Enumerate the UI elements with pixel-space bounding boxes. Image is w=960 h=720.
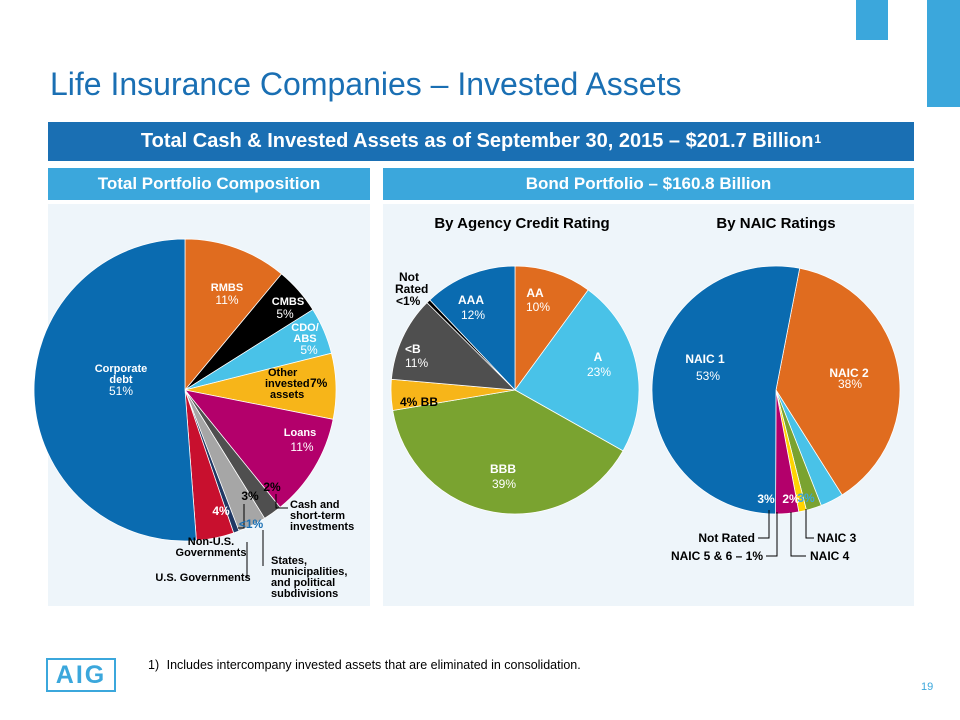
pie2-label-aa: AA (526, 286, 544, 300)
pie2-value-bbb: 39% (492, 477, 516, 491)
pie3-label-n3: NAIC 3 (817, 531, 857, 545)
pie3-label-n56: NAIC 5 & 6 – 1% (671, 549, 763, 563)
right-section-header: Bond Portfolio – $160.8 Billion (383, 168, 914, 200)
total-assets-banner: Total Cash & Invested Assets as of Septe… (48, 122, 914, 161)
pie1-slice-loans (184, 389, 334, 508)
page-title: Life Insurance Companies – Invested Asse… (50, 66, 682, 102)
pie1-label-cash-1: Cash and (290, 499, 340, 511)
pie2-value-aaa: 12% (461, 308, 485, 322)
aig-logo: AIG (46, 658, 116, 692)
pie3-value-n3: 3% (797, 491, 815, 505)
footnote: 1) Includes intercompany invested assets… (148, 658, 581, 672)
pie3-value-n4: 2% (782, 492, 800, 506)
pie3-value-n2: 38% (838, 377, 862, 391)
corner-accent-small (856, 0, 888, 40)
pie2-label-aaa: AAA (458, 293, 484, 307)
pie1-value-nonus: <1% (239, 517, 264, 531)
pie2-value-aa: 10% (526, 300, 550, 314)
pie2-value-nr: <1% (396, 294, 421, 308)
pie3-leader-lines (758, 509, 814, 557)
left-section-header: Total Portfolio Composition (48, 168, 370, 200)
pie1-label-cdo-1: CDO/ (291, 322, 319, 334)
pie1-slice-corporate-debt (33, 238, 197, 542)
pie1-label-loans: Loans (284, 427, 316, 439)
pie3-slice-naic-2 (775, 267, 901, 496)
pie1-label-corp-2: debt (109, 374, 133, 386)
footnote-marker: 1) (148, 658, 160, 672)
banner-footnote-marker: 1 (814, 131, 822, 146)
pie1-label-cash-3: investments (290, 521, 354, 533)
pie2-label-a: A (594, 350, 603, 364)
pie1-value-states: 3% (241, 489, 259, 503)
pie1-slice-rmbs (184, 238, 283, 392)
pie2-slice-a (514, 289, 640, 452)
pie2-slice-aaa (429, 265, 516, 391)
corner-accent-tall (927, 0, 960, 107)
page-number: 19 (921, 681, 934, 693)
pie1-value-cdo: 5% (300, 343, 318, 357)
pie1-value-rmbs: 11% (215, 293, 238, 307)
naic-rating-pie (651, 265, 901, 515)
pie3-title: By NAIC Ratings (716, 215, 835, 232)
pie2-slice-aa (514, 265, 589, 392)
pie2-slice-bbb (392, 389, 624, 515)
pie1-label-states-3: and political (271, 577, 335, 589)
pie2-label-nr-2: Rated (395, 282, 428, 296)
pie1-label-usgov: U.S. Governments (155, 572, 250, 584)
pie1-label-other-2: invested (265, 378, 310, 390)
pie3-slice-naic-1 (651, 265, 801, 515)
pie3-label-nr: Not Rated (698, 531, 755, 545)
pie3-label-n4: NAIC 4 (810, 549, 850, 563)
pie1-leader-lines (238, 494, 288, 578)
pie1-value-loans: 11% (290, 440, 313, 454)
pie2-slice-b (391, 302, 516, 391)
pie1-label-cdo-2: ABS (293, 333, 316, 345)
pie2-label-b: <B (405, 342, 421, 356)
pie2-title: By Agency Credit Rating (434, 215, 609, 232)
pie1-value-other: 7% (310, 376, 328, 390)
pie1-label-cash-2: short-term (290, 510, 345, 522)
pie1-label-states-4: subdivisions (271, 588, 338, 600)
pie1-value-cmbs: 5% (276, 307, 294, 321)
pie1-label-cmbs: CMBS (272, 296, 304, 308)
pie1-value-usgov: 4% (212, 504, 230, 518)
pie1-label-other-3: assets (270, 389, 304, 401)
pie1-label-rmbs: RMBS (211, 282, 243, 294)
pie1-label-states-1: States, (271, 555, 307, 567)
pie1-value-cash: 2% (263, 480, 281, 494)
pie1-label-corp-1: Corporate (95, 363, 148, 375)
pie1-label-nonus-1: Non-U.S. (188, 536, 234, 548)
pie2-label-nr-1: Not (399, 270, 419, 284)
pie3-label-n2: NAIC 2 (829, 366, 869, 380)
pie1-label-states-2: municipalities, (271, 566, 347, 578)
pie3-value-nr: 3% (757, 492, 775, 506)
footnote-text: Includes intercompany invested assets th… (166, 658, 581, 672)
pie3-label-n1: NAIC 1 (685, 352, 725, 366)
pie1-label-other-1: Other (268, 367, 298, 379)
pie1-value-corp: 51% (109, 384, 133, 398)
banner-text: Total Cash & Invested Assets as of Septe… (140, 130, 814, 152)
total-portfolio-pie (33, 238, 337, 542)
pie2-value-b: 11% (405, 356, 428, 370)
pie2-label-bbb: BBB (490, 462, 516, 476)
agency-rating-pie (390, 265, 640, 515)
pie1-label-nonus-2: Governments (176, 547, 247, 559)
pie2-value-a: 23% (587, 365, 611, 379)
pie3-value-n1: 53% (696, 369, 720, 383)
pie2-label-bb: 4% BB (400, 395, 438, 409)
